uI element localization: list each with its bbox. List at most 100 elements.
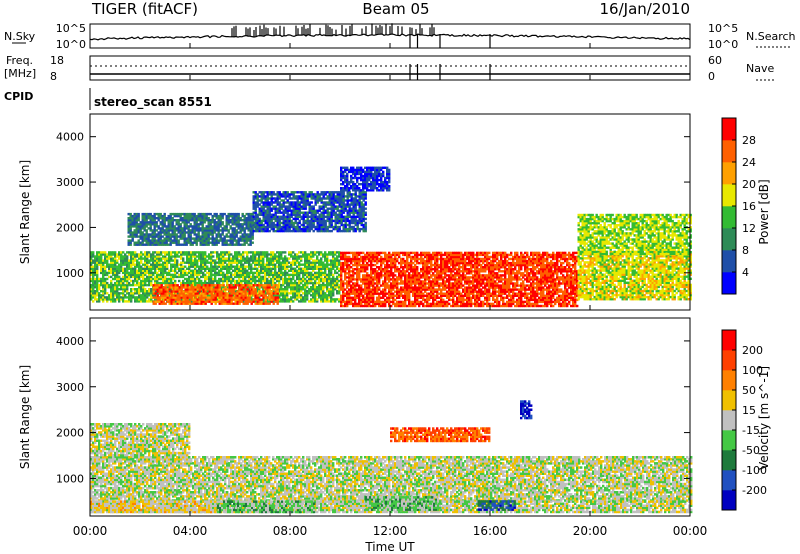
- heatmap-cell: [260, 282, 262, 284]
- heatmap-cell: [428, 299, 430, 301]
- heatmap-cell: [177, 284, 179, 286]
- sky-right-tick-bottom: 10^0: [708, 38, 738, 51]
- heatmap-cell: [104, 251, 106, 253]
- heatmap-cell: [460, 280, 462, 282]
- heatmap-cell: [378, 280, 380, 282]
- heatmap-cell: [300, 257, 302, 259]
- freq-left-tick-top: 18: [50, 54, 64, 67]
- heatmap-cell: [96, 268, 98, 270]
- heatmap-cell: [140, 251, 142, 253]
- heatmap-cell: [206, 266, 208, 268]
- heatmap-cell: [272, 251, 274, 253]
- heatmap-cell: [277, 296, 279, 298]
- heatmap-cell: [259, 286, 261, 288]
- sky-noise-panel: N.Sky 10^5 10^0 10^5 10^0 N.Search: [4, 22, 796, 51]
- sky-noise-trace: [90, 34, 690, 40]
- heatmap-cell: [436, 260, 438, 262]
- heatmap-cell: [366, 266, 368, 268]
- heatmap-cell: [488, 299, 490, 301]
- heatmap-cell: [249, 296, 251, 298]
- heatmap-cell: [342, 284, 344, 286]
- freq-right-tick-top: 60: [708, 54, 722, 67]
- heatmap-cell: [508, 284, 510, 286]
- heatmap-cell: [96, 272, 98, 274]
- heatmap-cell: [274, 268, 276, 270]
- heatmap-cell: [448, 303, 450, 305]
- sky-right-tick-top: 10^5: [708, 22, 738, 35]
- heatmap-cell: [510, 305, 512, 307]
- heatmap-cell: [223, 284, 225, 286]
- radar-summary-plot: TIGER (fitACF) Beam 05 16/Jan/2010 N.Sky…: [0, 0, 800, 554]
- heatmap-cell: [200, 280, 202, 282]
- heatmap-cell: [249, 284, 251, 286]
- heatmap-cell: [114, 251, 116, 253]
- heatmap-cell: [288, 257, 290, 259]
- heatmap-cell: [174, 280, 176, 282]
- heatmap-cell: [346, 305, 348, 307]
- heatmap-cell: [216, 251, 218, 253]
- heatmap-cell: [292, 251, 294, 253]
- heatmap-cell: [191, 284, 193, 286]
- heatmap-cell: [182, 257, 184, 259]
- heatmap-cell: [178, 280, 180, 282]
- power-heatmap: [90, 167, 692, 308]
- heatmap-cell: [246, 253, 248, 255]
- heatmap-cell: [199, 284, 201, 286]
- heatmap-cell: [148, 251, 150, 253]
- heatmap-cell: [204, 251, 206, 253]
- heatmap-cell: [402, 258, 404, 260]
- freq-label-1: Freq.: [6, 54, 33, 67]
- heatmap-cell: [338, 292, 340, 294]
- heatmap-cell: [482, 305, 484, 307]
- heatmap-cell: [352, 274, 354, 276]
- heatmap-cell: [174, 282, 176, 284]
- nave-label: Nave: [746, 62, 774, 75]
- heatmap-cell: [266, 251, 268, 253]
- heatmap-cell: [150, 296, 152, 298]
- heatmap-cell: [356, 280, 358, 282]
- station-title: TIGER (fitACF): [91, 0, 198, 18]
- heatmap-cell: [196, 262, 198, 264]
- heatmap-cell: [502, 299, 504, 301]
- heatmap-cell: [484, 270, 486, 272]
- heatmap-cell: [277, 284, 279, 286]
- heatmap-cell: [255, 290, 257, 292]
- heatmap-cell: [98, 286, 100, 288]
- heatmap-cell: [358, 274, 360, 276]
- heatmap-cell: [324, 251, 326, 253]
- sky-right-label: N.Search: [746, 30, 796, 43]
- heatmap-cell: [126, 286, 128, 288]
- heatmap-cell: [306, 296, 308, 298]
- date-label: 16/Jan/2010: [600, 0, 691, 18]
- heatmap-cell: [280, 253, 282, 255]
- heatmap-cell: [284, 251, 286, 253]
- heatmap-cell: [212, 255, 214, 257]
- heatmap-cell: [118, 272, 120, 274]
- heatmap-cell: [255, 288, 257, 290]
- heatmap-cell: [332, 292, 334, 294]
- heatmap-cell: [470, 305, 472, 307]
- heatmap-cell: [304, 251, 306, 253]
- heatmap-cell: [446, 305, 448, 307]
- heatmap-cell: [418, 305, 420, 307]
- cpid-label: CPID: [4, 90, 33, 103]
- heatmap-cell: [372, 295, 374, 297]
- heatmap-cell: [366, 272, 368, 274]
- heatmap-cell: [360, 284, 362, 286]
- heatmap-cell: [242, 253, 244, 255]
- freq-left-tick-bottom: 8: [50, 70, 57, 83]
- heatmap-cell: [396, 284, 398, 286]
- heatmap-cell: [277, 301, 279, 303]
- freq-right-tick-bottom: 0: [708, 70, 715, 83]
- heatmap-cell: [277, 286, 279, 288]
- heatmap-cell: [219, 286, 221, 288]
- heatmap-cell: [215, 296, 217, 298]
- heatmap-cell: [416, 266, 418, 268]
- heatmap-cell: [263, 290, 265, 292]
- heatmap-cell: [470, 299, 472, 301]
- heatmap-cell: [354, 299, 356, 301]
- beam-label: Beam 05: [362, 0, 429, 18]
- heatmap-cell: [320, 257, 322, 259]
- heatmap-cell: [122, 251, 124, 253]
